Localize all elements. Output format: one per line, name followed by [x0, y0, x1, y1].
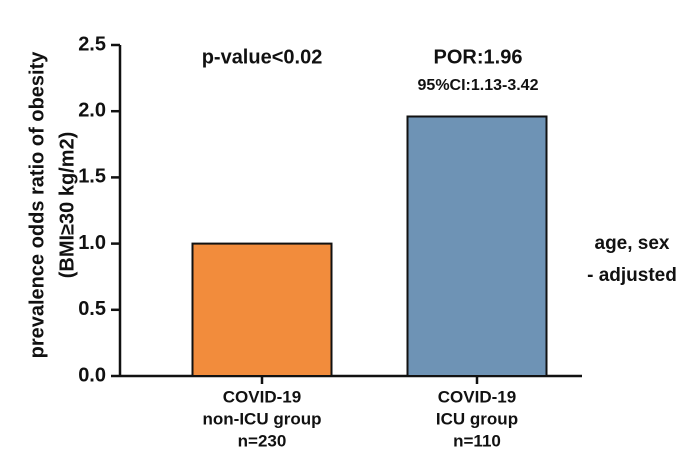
- y-tick-label: 1.5: [78, 166, 106, 188]
- y-title-line: prevalence odds ratio of obesity: [26, 51, 48, 359]
- y-tick-label: 1.0: [78, 232, 106, 254]
- bar: [191, 242, 333, 377]
- y-tick-label: 2.5: [78, 33, 106, 55]
- y-axis-title: prevalence odds ratio of obesity (BMI≥30…: [26, 51, 78, 359]
- p-value: p-value<0.02: [202, 46, 323, 68]
- adjust-note: - adjusted: [587, 265, 677, 286]
- y-tick-label: 0.5: [78, 298, 106, 320]
- x-tick-label: COVID-19: [438, 387, 516, 406]
- x-tick-label: COVID-19: [223, 387, 301, 406]
- y-tick-label: 0.0: [78, 364, 106, 386]
- x-tick-label: ICU group: [436, 409, 518, 428]
- x-tick-label: n=110: [453, 431, 501, 450]
- x-tick-label: non-ICU group: [203, 409, 322, 428]
- por: POR:1.96: [434, 46, 523, 68]
- ci: 95%CI:1.13-3.42: [418, 77, 539, 94]
- y-tick-label: 2.0: [78, 99, 106, 121]
- bar: [406, 115, 548, 377]
- y-title-line: (BMI≥30 kg/m2): [56, 132, 78, 279]
- adjust-note: age, sex: [595, 233, 670, 254]
- x-tick-label: n=230: [238, 431, 287, 450]
